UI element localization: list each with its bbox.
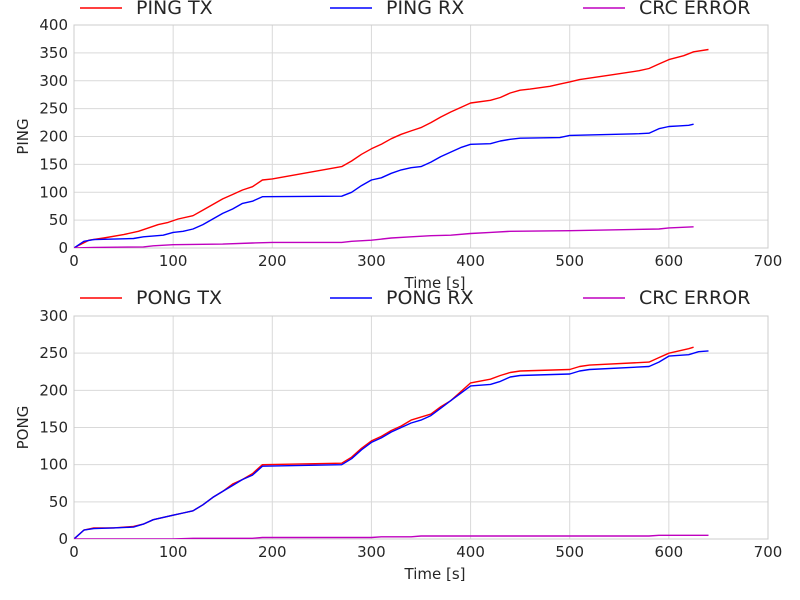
x-tick-label: 0 <box>69 543 79 561</box>
x-axis-label: Time [s] <box>404 565 466 583</box>
y-tick-label: 200 <box>39 381 68 399</box>
y-tick-label: 100 <box>39 183 68 201</box>
y-tick-label: 200 <box>39 128 68 146</box>
x-axis-label: Time [s] <box>404 274 466 292</box>
x-tick-label: 0 <box>69 252 79 270</box>
y-tick-label: 0 <box>58 239 68 257</box>
legend-label-crc-error: CRC ERROR <box>639 287 750 309</box>
series-line-crc-error <box>74 534 709 539</box>
x-tick-label: 600 <box>655 543 684 561</box>
y-tick-label: 50 <box>49 211 68 229</box>
y-tick-label: 150 <box>39 155 68 173</box>
y-tick-label: 250 <box>39 100 68 118</box>
y-tick-label: 400 <box>39 16 68 34</box>
series-line-crc-error <box>74 226 694 248</box>
x-tick-label: 400 <box>456 252 485 270</box>
x-tick-label: 100 <box>159 252 188 270</box>
x-tick-label: 300 <box>357 543 386 561</box>
y-axis-label: PONG <box>14 406 32 450</box>
x-tick-label: 200 <box>258 543 287 561</box>
ping-chart: 0 100 200 300 400 500 600 700 0 50 100 150 200 250 300… <box>14 0 782 292</box>
x-tick-label: 500 <box>555 252 584 270</box>
y-tick-label: 50 <box>49 493 68 511</box>
legend-label-crc-error: CRC ERROR <box>639 0 750 19</box>
y-tick-label: 350 <box>39 44 68 62</box>
plot-frame <box>73 315 769 540</box>
x-tick-label: 300 <box>357 252 386 270</box>
y-axis-label: PING <box>14 118 32 154</box>
y-tick-label: 0 <box>58 530 68 548</box>
series-line-ping-tx <box>74 48 709 248</box>
y-tick-label: 150 <box>39 419 68 437</box>
x-tick-label: 100 <box>159 543 188 561</box>
x-tick-label: 700 <box>754 543 783 561</box>
legend-label-pong-rx: PONG RX <box>386 287 474 309</box>
legend-label-ping-tx: PING TX <box>136 0 213 19</box>
legend-label-pong-tx: PONG TX <box>136 287 222 309</box>
x-tick-label: 500 <box>555 543 584 561</box>
y-tick-label: 250 <box>39 344 68 362</box>
x-tick-label: 600 <box>655 252 684 270</box>
x-tick-label: 400 <box>456 543 485 561</box>
y-tick-label: 300 <box>39 72 68 90</box>
plot-frame <box>73 24 769 249</box>
y-tick-label: 100 <box>39 456 68 474</box>
y-tick-label: 300 <box>39 307 68 325</box>
series-line-ping-rx <box>74 123 694 248</box>
legend-label-ping-rx: PING RX <box>386 0 464 19</box>
pong-chart: 0 100 200 300 400 500 600 700 0 50 100 150 200 250 300… <box>14 287 782 583</box>
series-line-pong-rx <box>74 350 709 539</box>
x-tick-label: 700 <box>754 252 783 270</box>
x-tick-label: 200 <box>258 252 287 270</box>
